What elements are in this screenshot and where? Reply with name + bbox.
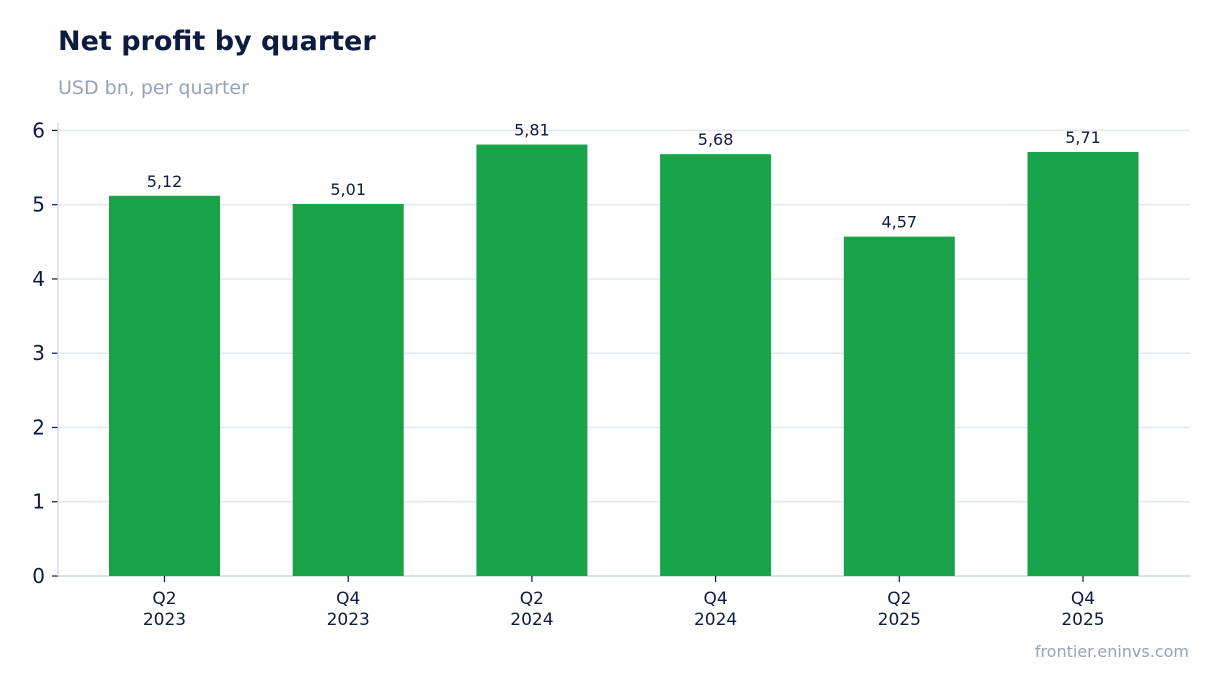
x-tick-label-quarter: Q4 xyxy=(336,589,360,609)
bar xyxy=(292,203,404,576)
x-tick-label-quarter: Q2 xyxy=(887,589,911,609)
y-tick-label: 3 xyxy=(32,341,45,365)
bar-value-label: 4,57 xyxy=(881,213,917,232)
bar-value-label: 5,71 xyxy=(1065,128,1101,147)
chart-subtitle: USD bn, per quarter xyxy=(58,77,249,99)
x-tick-label-year: 2023 xyxy=(143,610,186,630)
bar-value-label: 5,01 xyxy=(330,180,366,199)
x-tick-label-year: 2023 xyxy=(327,610,370,630)
x-tick-label-year: 2025 xyxy=(1061,610,1104,630)
y-tick-label: 0 xyxy=(32,564,45,588)
y-tick-label: 5 xyxy=(32,193,45,217)
bar xyxy=(843,236,955,576)
x-tick-label-quarter: Q2 xyxy=(520,589,544,609)
axes xyxy=(52,123,1190,582)
x-tick-label-year: 2024 xyxy=(510,610,553,630)
bar-value-label: 5,68 xyxy=(698,130,734,149)
x-tick-label-year: 2025 xyxy=(878,610,921,630)
bar xyxy=(476,144,588,576)
x-tick-label-quarter: Q2 xyxy=(152,589,176,609)
bars xyxy=(109,144,1139,577)
y-tick-label: 2 xyxy=(32,415,45,439)
bar xyxy=(1027,151,1139,577)
grid-lines xyxy=(58,129,1190,503)
y-tick-label: 6 xyxy=(32,118,45,142)
x-tick-label-year: 2024 xyxy=(694,610,737,630)
bar-value-label: 5,81 xyxy=(514,121,550,140)
labels: 01234565,12Q220235,01Q420235,81Q220245,6… xyxy=(32,118,1104,630)
source-attribution: frontier.eninvs.com xyxy=(1034,642,1189,661)
x-tick-label-quarter: Q4 xyxy=(1071,589,1095,609)
bar-value-label: 5,12 xyxy=(147,172,183,191)
y-tick-label: 1 xyxy=(32,490,45,514)
bar xyxy=(109,195,220,577)
chart-title: Net profit by quarter xyxy=(58,26,376,57)
x-tick-label-quarter: Q4 xyxy=(703,589,727,609)
y-tick-label: 4 xyxy=(32,267,45,291)
bar xyxy=(660,154,772,576)
